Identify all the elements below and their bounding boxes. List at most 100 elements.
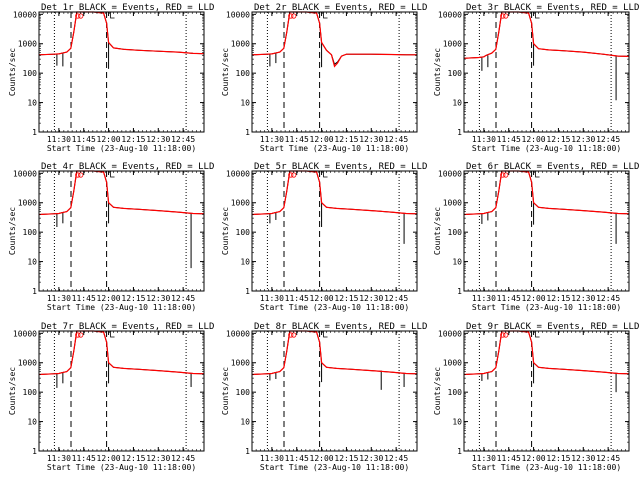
peak-marker-circle — [291, 13, 297, 19]
panel-det-4: Det 4r BLACK = Events, RED = LLD 1 10 100 10… — [8, 162, 214, 312]
y-axis-label: Counts/sec — [221, 367, 230, 415]
panel-title: Det 5r BLACK = Events, RED = LLD — [254, 162, 427, 172]
peak-marker-circle — [500, 332, 506, 338]
panel-title: Det 4r BLACK = Events, RED = LLD — [41, 162, 214, 172]
plot-frame — [38, 170, 205, 292]
x-tick-label: 12:00 — [97, 294, 121, 303]
y-tick-label: 100 — [448, 228, 463, 237]
panel-title: Det 6r BLACK = Events, RED = LLD — [466, 162, 639, 172]
x-tick-label: 11:30 — [472, 135, 496, 144]
x-tick-label: 12:00 — [522, 135, 546, 144]
peak-marker-circle — [288, 13, 294, 19]
x-tick-label: 12:15 — [334, 454, 358, 463]
y-tick-label: 1000 — [443, 359, 462, 368]
y-tick-label: 10 — [240, 258, 250, 267]
y-axis-label: Counts/sec — [433, 48, 442, 96]
panel-title: Det 2r BLACK = Events, RED = LLD — [254, 3, 427, 13]
x-axis-label: Start Time (23-Aug-10 11:18:00) — [260, 144, 409, 153]
bracket-marker — [110, 331, 115, 338]
panel-title: Det 8r BLACK = Events, RED = LLD — [254, 322, 427, 332]
y-tick-label: 100 — [448, 388, 463, 397]
y-tick-label: 1000 — [18, 40, 37, 49]
panel-title: Det 7r BLACK = Events, RED = LLD — [41, 322, 214, 332]
y-tick-label: 1 — [245, 287, 250, 296]
x-tick-label: 12:45 — [596, 135, 620, 144]
y-tick-label: 10 — [27, 258, 37, 267]
panel-det-8: Det 8r BLACK = Events, RED = LLD 1 10 100 10… — [221, 322, 427, 472]
x-tick-label: 12:45 — [171, 294, 195, 303]
x-axis-label: Start Time (23-Aug-10 11:18:00) — [260, 463, 409, 472]
y-tick-label: 10000 — [438, 329, 462, 338]
x-tick-label: 12:30 — [146, 454, 170, 463]
panel-det-2: Det 2r BLACK = Events, RED = LLD 1 10 100 10… — [221, 3, 427, 153]
x-tick-label: 12:00 — [310, 454, 334, 463]
plot-frame — [251, 11, 418, 133]
x-tick-label: 12:00 — [522, 454, 546, 463]
x-tick-label: 12:45 — [384, 294, 408, 303]
peak-marker-circle — [75, 332, 81, 338]
y-axis-label: Counts/sec — [433, 367, 442, 415]
y-tick-label: 100 — [236, 69, 251, 78]
peak-marker-circle — [75, 13, 81, 19]
x-tick-label: 12:15 — [334, 294, 358, 303]
y-tick-label: 100 — [23, 388, 38, 397]
x-tick-label: 12:45 — [384, 135, 408, 144]
panel-det-5: Det 5r BLACK = Events, RED = LLD 1 10 100 10… — [221, 162, 427, 312]
y-tick-label: 1 — [245, 128, 250, 137]
x-tick-label: 11:45 — [285, 294, 309, 303]
x-tick-label: 11:45 — [285, 135, 309, 144]
x-tick-label: 11:45 — [497, 294, 521, 303]
y-tick-label: 1 — [457, 287, 462, 296]
peak-marker-circle — [288, 172, 294, 178]
x-tick-label: 12:00 — [310, 135, 334, 144]
y-tick-label: 10 — [240, 418, 250, 427]
y-axis-label: Counts/sec — [221, 48, 230, 96]
y-tick-label: 100 — [23, 228, 38, 237]
x-tick-label: 12:30 — [146, 135, 170, 144]
x-tick-label: 11:45 — [285, 454, 309, 463]
x-tick-label: 11:30 — [472, 294, 496, 303]
y-tick-label: 1 — [457, 128, 462, 137]
y-axis-label: Counts/sec — [221, 207, 230, 255]
peak-marker-circle — [288, 332, 294, 338]
x-tick-label: 12:30 — [359, 294, 383, 303]
panel-title: Det 1r BLACK = Events, RED = LLD — [41, 3, 214, 13]
x-tick-label: 12:15 — [546, 454, 570, 463]
y-tick-label: 1000 — [231, 359, 250, 368]
y-tick-label: 1 — [32, 447, 37, 456]
x-tick-label: 12:00 — [97, 454, 121, 463]
x-tick-label: 12:15 — [546, 135, 570, 144]
x-axis-label: Start Time (23-Aug-10 11:18:00) — [472, 463, 621, 472]
peak-marker-circle — [78, 332, 84, 338]
y-tick-label: 10 — [27, 99, 37, 108]
y-tick-label: 10 — [452, 99, 462, 108]
x-tick-label: 12:30 — [359, 454, 383, 463]
panel-title: Det 3r BLACK = Events, RED = LLD — [466, 3, 639, 13]
y-tick-label: 100 — [236, 228, 251, 237]
y-tick-label: 10 — [27, 418, 37, 427]
y-tick-label: 1000 — [18, 199, 37, 208]
x-tick-label: 12:15 — [121, 454, 145, 463]
plot-frame — [463, 11, 630, 133]
y-tick-label: 1 — [32, 128, 37, 137]
bracket-marker — [323, 12, 328, 19]
y-tick-label: 1000 — [231, 40, 250, 49]
bracket-marker — [535, 331, 540, 338]
y-tick-label: 10 — [452, 418, 462, 427]
peak-marker-circle — [78, 13, 84, 19]
x-axis-label: Start Time (23-Aug-10 11:18:00) — [47, 303, 196, 312]
y-axis-label: Counts/sec — [8, 48, 17, 96]
peak-marker-circle — [75, 172, 81, 178]
x-tick-label: 12:30 — [146, 294, 170, 303]
bracket-marker — [323, 331, 328, 338]
x-tick-label: 12:30 — [571, 135, 595, 144]
plot-frame — [463, 330, 630, 452]
x-tick-label: 12:00 — [97, 135, 121, 144]
y-tick-label: 1000 — [443, 199, 462, 208]
bracket-marker — [323, 171, 328, 178]
x-tick-label: 12:15 — [546, 294, 570, 303]
x-tick-label: 12:15 — [121, 294, 145, 303]
y-tick-label: 10000 — [13, 329, 37, 338]
